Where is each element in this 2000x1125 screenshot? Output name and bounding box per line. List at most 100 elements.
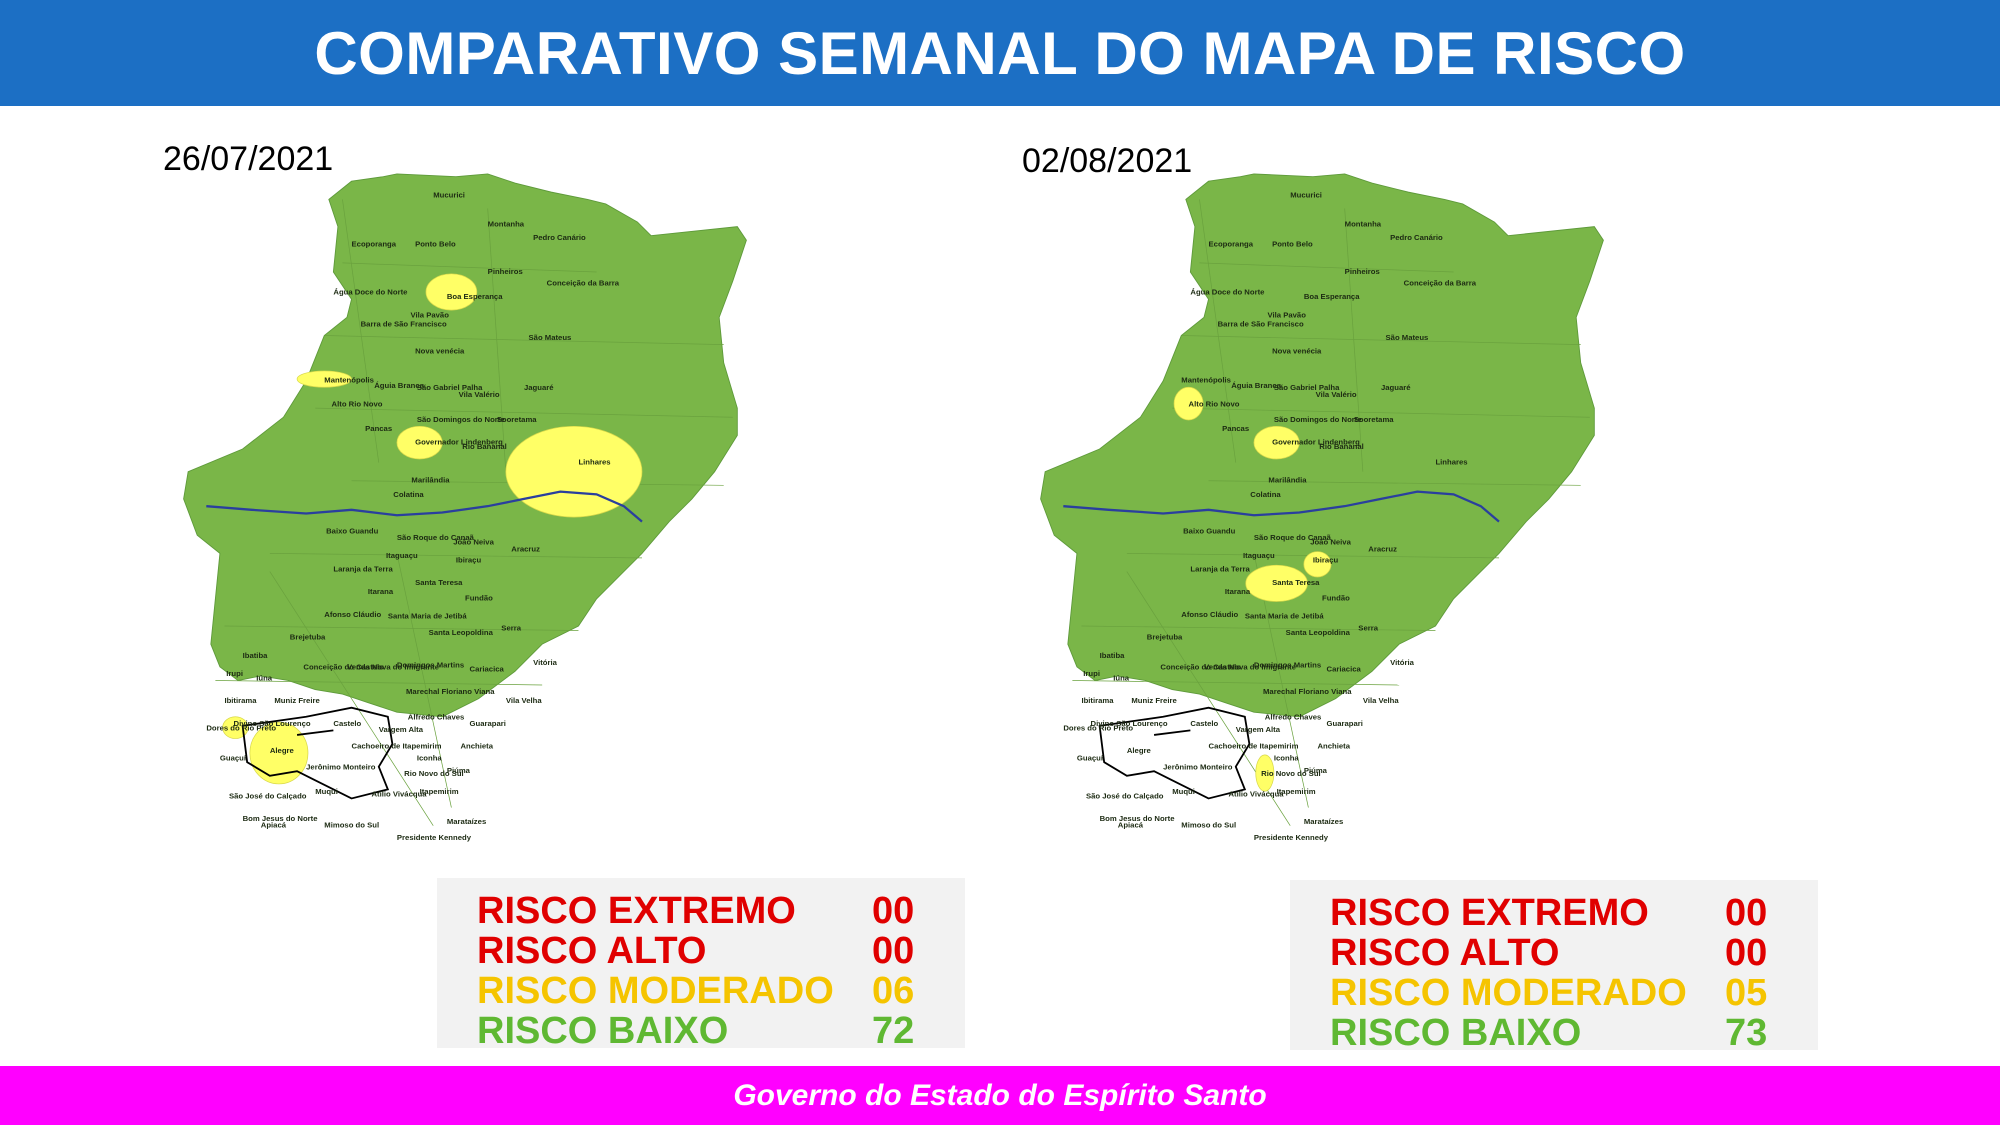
municipality-label: Pancas bbox=[365, 424, 392, 433]
municipality-label: Apiacá bbox=[261, 821, 287, 830]
moderate-region bbox=[1303, 551, 1332, 578]
boundary-line bbox=[1199, 262, 1454, 273]
municipality-label: Vila Pavão bbox=[411, 310, 450, 319]
municipality-label: Pinheiros bbox=[488, 267, 523, 276]
legend-label: RISCO EXTREMO bbox=[477, 890, 796, 932]
municipality-label: Mantenópolis bbox=[324, 376, 374, 385]
municipality-label: Itapemirim bbox=[420, 787, 459, 796]
municipality-label: Vitória bbox=[533, 658, 558, 667]
municipality-label: São Roque do Canaã bbox=[1254, 533, 1332, 542]
municipality-label: Colatina bbox=[1250, 490, 1281, 499]
legend-count: 00 bbox=[872, 930, 915, 972]
municipality-label: Santa Teresa bbox=[1272, 578, 1320, 587]
legend-label: RISCO BAIXO bbox=[477, 1010, 729, 1052]
municipality-label: Boa Esperança bbox=[447, 292, 503, 301]
municipality-label: Ibiraçu bbox=[456, 555, 482, 564]
municipality-label: Brejetuba bbox=[290, 633, 326, 642]
municipality-label: Divino São Lourenço bbox=[234, 719, 311, 728]
boundary-line bbox=[324, 335, 724, 345]
municipality-label: Alfredo Chaves bbox=[1265, 712, 1322, 721]
municipality-label: Presidente Kennedy bbox=[397, 833, 472, 842]
legend-row: RISCO ALTO 00 bbox=[1290, 932, 1818, 974]
municipality-label: Alegre bbox=[270, 746, 295, 755]
municipality-label: Muniz Freire bbox=[274, 696, 320, 705]
municipality-label: Águia Branca bbox=[374, 381, 424, 390]
rio-doce-river bbox=[1063, 490, 1500, 523]
municipality-label: Muniz Freire bbox=[1131, 696, 1177, 705]
municipality-label: Fundão bbox=[1322, 594, 1350, 603]
municipality-label: Castelo bbox=[1190, 719, 1218, 728]
municipality-label: Bom Jesus do Norte bbox=[1100, 814, 1176, 823]
municipality-label: Mucurici bbox=[1290, 191, 1322, 200]
municipality-label: Conceição da Barra bbox=[1404, 279, 1477, 288]
legend-count: 00 bbox=[1725, 892, 1768, 934]
municipality-label: Guaçuí bbox=[220, 753, 247, 762]
municipality-label: Fundão bbox=[465, 594, 493, 603]
municipality-label: Ibitirama bbox=[224, 696, 257, 705]
boundary-line bbox=[1199, 199, 1237, 463]
municipality-label: Conceição do Castelo bbox=[1160, 663, 1241, 672]
municipality-label: Vargem Alta bbox=[379, 725, 424, 734]
municipality-label: Ibitirama bbox=[1081, 696, 1114, 705]
municipality-label: Marataízes bbox=[447, 817, 486, 826]
legend-label: RISCO ALTO bbox=[1330, 932, 1560, 974]
municipality-label: João Neiva bbox=[1310, 537, 1351, 546]
municipality-label: Domingos Martins bbox=[397, 661, 464, 670]
municipality-label: São Mateus bbox=[529, 333, 572, 342]
legend-count: 73 bbox=[1725, 1012, 1768, 1054]
municipality-label: Sooretama bbox=[1354, 415, 1395, 424]
municipality-label: Sooretama bbox=[497, 415, 538, 424]
boundary-line bbox=[269, 553, 643, 559]
footer-bar: Governo do Estado do Espírito Santo bbox=[0, 1066, 2000, 1125]
municipality-label: Conceição do Castelo bbox=[303, 663, 384, 672]
municipality-label: Jerônimo Monteiro bbox=[306, 762, 376, 771]
municipality-label: Alegre bbox=[1127, 746, 1152, 755]
municipality-label: São José do Calçado bbox=[229, 791, 307, 800]
moderate-region bbox=[249, 721, 309, 785]
municipality-label: Pancas bbox=[1222, 424, 1249, 433]
municipality-label: Domingos Martins bbox=[1254, 661, 1321, 670]
municipality-label: São Domingos do Norte bbox=[1274, 415, 1362, 424]
municipality-label: Serra bbox=[501, 624, 521, 633]
footer-text: Governo do Estado do Espírito Santo bbox=[733, 1078, 1267, 1112]
municipality-label: Ecoporanga bbox=[352, 240, 397, 249]
risk-map-right: Mucurici Montanha Pedro Canário Ecoporanga P… bbox=[1027, 118, 1617, 898]
municipality-label: Jaguaré bbox=[1381, 383, 1411, 392]
municipality-label: Pedro Canário bbox=[1390, 233, 1443, 242]
moderate-region bbox=[1245, 564, 1308, 602]
municipality-label: Mimoso do Sul bbox=[1181, 821, 1236, 830]
municipality-label: Nova venécia bbox=[415, 347, 465, 356]
highlighted-region-outline bbox=[1098, 706, 1251, 800]
municipality-label: Viana bbox=[474, 687, 495, 696]
municipality-label: Irupi bbox=[1083, 669, 1100, 678]
municipality-label: Alfredo Chaves bbox=[408, 712, 465, 721]
boundary-line bbox=[215, 680, 543, 686]
municipality-label: Alto Rio Novo bbox=[1189, 399, 1240, 408]
municipality-label: Santa Teresa bbox=[415, 578, 463, 587]
municipality-label: Muqui bbox=[1172, 787, 1195, 796]
municipality-label: Linhares bbox=[1435, 457, 1467, 466]
municipality-label: Águia Branca bbox=[1231, 381, 1281, 390]
municipality-label: Venda Nova do Imigrante bbox=[347, 663, 440, 672]
risk-legend-right: RISCO EXTREMO 00 RISCO ALTO 00 RISCO MODERAD… bbox=[1290, 880, 1818, 1054]
header-bar: COMPARATIVO SEMANAL DO MAPA DE RISCO bbox=[0, 0, 2000, 106]
municipality-label: Vila Valério bbox=[1316, 390, 1357, 399]
municipality-label: Iconha bbox=[1274, 753, 1300, 762]
municipality-label: Atílio Vivácqua bbox=[372, 790, 428, 799]
municipality-label: Mimoso do Sul bbox=[324, 821, 379, 830]
municipality-label: Muqui bbox=[315, 787, 338, 796]
highlighted-region-outline bbox=[241, 706, 394, 800]
municipality-label: Barra de São Francisco bbox=[361, 319, 447, 328]
legend-row: RISCO EXTREMO 00 bbox=[437, 890, 965, 932]
municipality-label: Vila Velha bbox=[506, 696, 543, 705]
legend-row: RISCO ALTO 00 bbox=[437, 930, 965, 972]
municipality-label: Divino São Lourenço bbox=[1091, 719, 1168, 728]
boundary-line bbox=[1172, 407, 1590, 418]
state-outline bbox=[1040, 173, 1604, 718]
municipality-label: Guarapari bbox=[470, 719, 506, 728]
boundary-line bbox=[487, 208, 507, 472]
municipality-label: Alto Rio Novo bbox=[332, 399, 383, 408]
municipality-label: Itapemirim bbox=[1277, 787, 1316, 796]
legend-row: RISCO MODERADO 06 bbox=[437, 970, 965, 1012]
map-date-right: 02/08/2021 bbox=[1022, 142, 1193, 180]
